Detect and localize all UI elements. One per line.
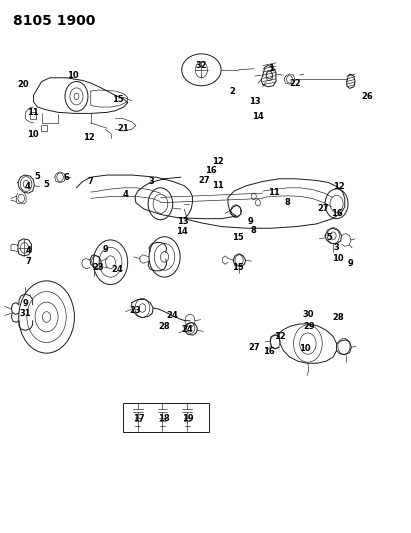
Text: 5: 5 <box>35 172 41 181</box>
Text: 10: 10 <box>299 344 310 353</box>
Text: 31: 31 <box>19 309 31 318</box>
Text: 8105 1900: 8105 1900 <box>13 14 95 28</box>
Text: 9: 9 <box>22 299 28 308</box>
Text: 26: 26 <box>361 92 373 101</box>
Text: 20: 20 <box>17 79 29 88</box>
Text: 3: 3 <box>148 177 154 186</box>
Text: 12: 12 <box>83 133 95 142</box>
Text: 32: 32 <box>196 61 207 70</box>
Text: 23: 23 <box>92 263 104 272</box>
Text: 10: 10 <box>332 254 343 263</box>
Text: 15: 15 <box>231 233 243 242</box>
Text: 13: 13 <box>177 217 189 226</box>
Text: 16: 16 <box>205 166 216 175</box>
Text: 9: 9 <box>102 245 108 254</box>
Text: 5: 5 <box>326 233 332 242</box>
Text: 18: 18 <box>158 414 169 423</box>
Text: 14: 14 <box>176 228 187 237</box>
Bar <box>30 112 36 119</box>
Text: 12: 12 <box>212 157 224 166</box>
Text: 2: 2 <box>229 86 235 95</box>
Text: 11: 11 <box>268 188 280 197</box>
Text: 3: 3 <box>334 244 339 253</box>
Text: 22: 22 <box>290 78 302 87</box>
Text: 11: 11 <box>27 108 39 117</box>
Text: 16: 16 <box>263 347 275 356</box>
Bar <box>123 403 209 432</box>
Text: 21: 21 <box>118 124 129 133</box>
Text: 7: 7 <box>88 177 94 186</box>
Text: 27: 27 <box>318 204 329 213</box>
Text: 28: 28 <box>158 321 169 330</box>
Text: 12: 12 <box>333 182 344 191</box>
Text: 4: 4 <box>24 182 30 191</box>
Text: 28: 28 <box>333 312 344 321</box>
Text: 4: 4 <box>123 190 129 199</box>
Text: 4: 4 <box>25 246 32 255</box>
Text: 12: 12 <box>274 332 286 341</box>
Text: 24: 24 <box>181 325 193 334</box>
Text: 5: 5 <box>44 180 49 189</box>
Text: 13: 13 <box>249 97 261 106</box>
Text: 19: 19 <box>182 414 194 423</box>
Text: 10: 10 <box>27 130 39 139</box>
Text: 11: 11 <box>212 181 224 190</box>
Text: 16: 16 <box>331 209 342 218</box>
Text: 15: 15 <box>231 263 243 272</box>
Bar <box>41 125 47 131</box>
Text: 24: 24 <box>111 265 123 273</box>
Text: 9: 9 <box>248 217 254 226</box>
Text: 27: 27 <box>199 176 210 185</box>
Text: 27: 27 <box>248 343 260 352</box>
Text: 8: 8 <box>251 226 257 235</box>
Text: 29: 29 <box>303 321 314 330</box>
Text: 10: 10 <box>67 70 78 79</box>
Text: 6: 6 <box>63 173 69 182</box>
Text: 9: 9 <box>348 260 354 268</box>
Text: 30: 30 <box>303 310 314 319</box>
Text: 1: 1 <box>268 64 274 73</box>
Text: 17: 17 <box>133 414 145 423</box>
Text: 23: 23 <box>129 305 141 314</box>
Text: 8: 8 <box>284 198 290 207</box>
Text: 7: 7 <box>25 257 31 265</box>
Text: 24: 24 <box>166 311 178 320</box>
Text: 14: 14 <box>252 112 264 121</box>
Text: 15: 15 <box>111 94 123 103</box>
